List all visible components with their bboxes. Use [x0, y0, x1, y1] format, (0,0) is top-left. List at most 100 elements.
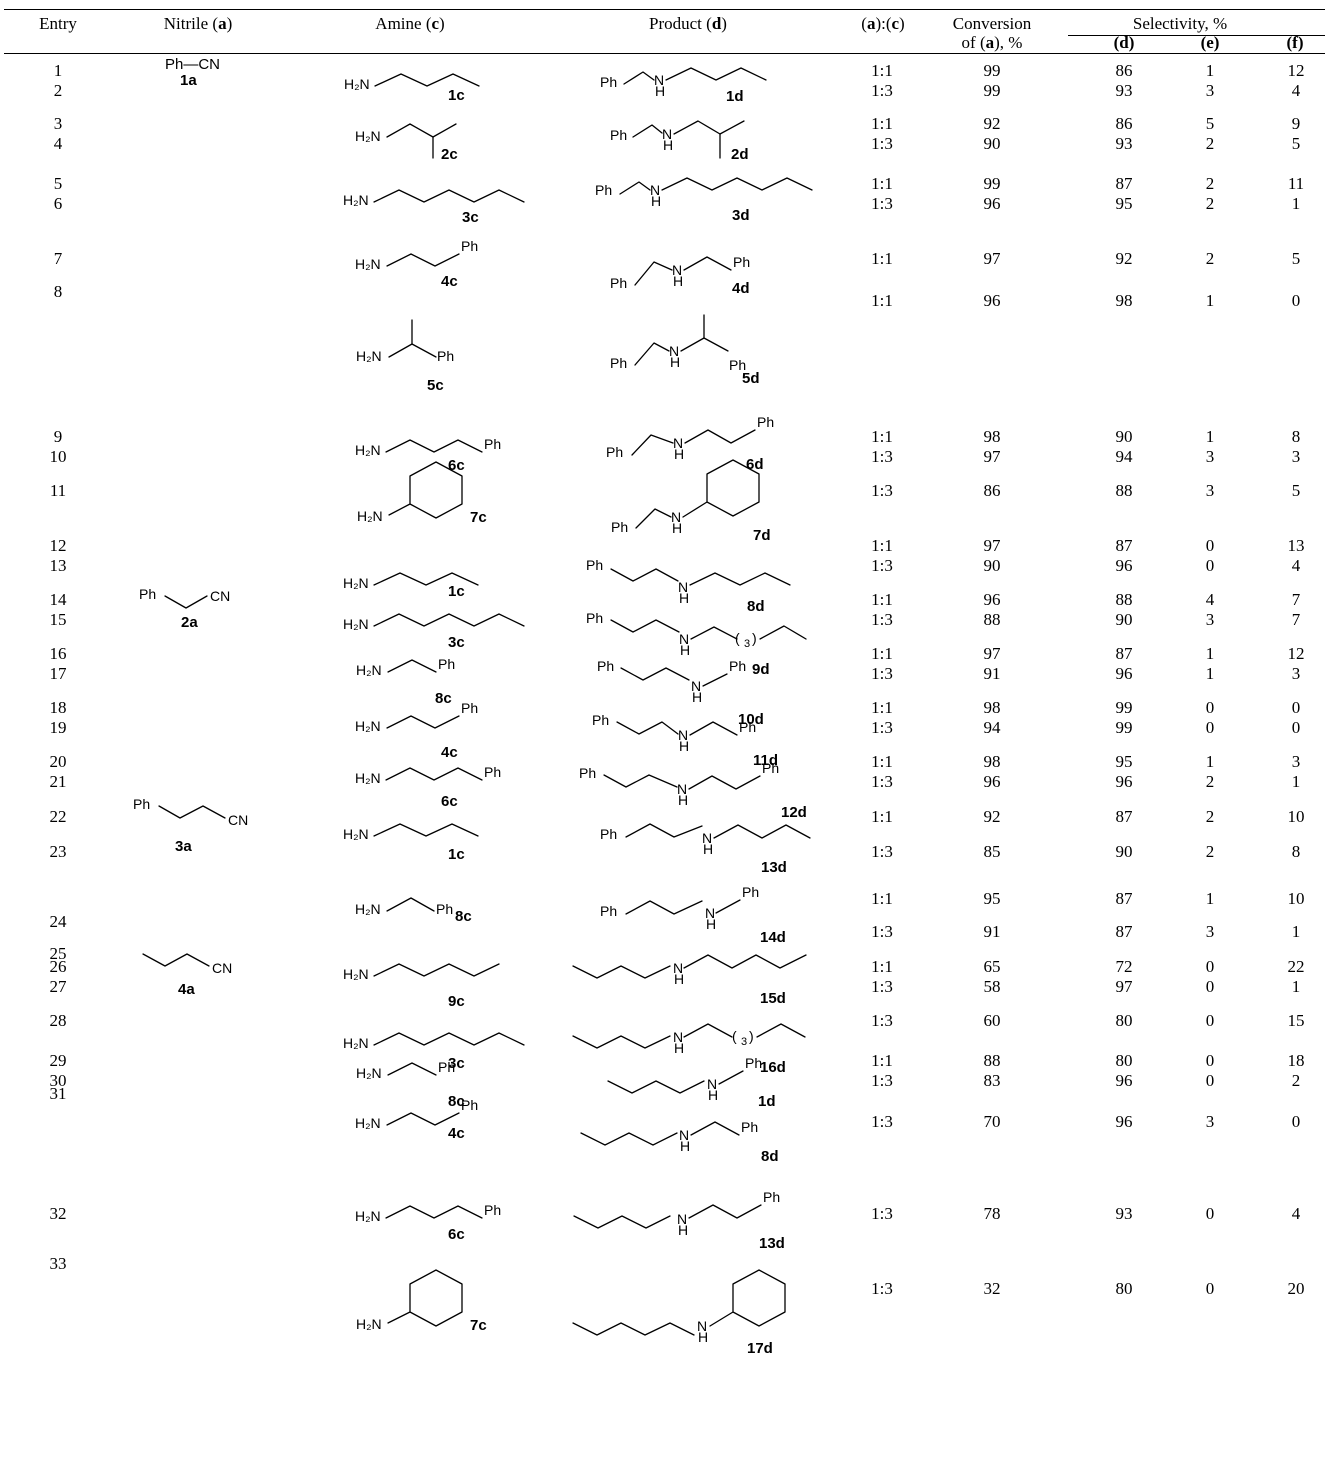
cell-d: 96 — [1115, 1071, 1133, 1090]
repeat-count: 3 — [744, 638, 751, 650]
phenyl-label: Ph — [461, 238, 479, 254]
amine-nh2-label: H₂N — [355, 901, 381, 917]
cell-d: 96 — [1115, 772, 1133, 791]
phenyl-label: Ph — [610, 127, 628, 143]
compound-label: 6c — [448, 1226, 465, 1243]
cell-ratio: 1:1 — [871, 752, 893, 771]
cell-f: 7 — [1291, 610, 1301, 629]
nitrogen-label: N — [650, 182, 661, 198]
product-right-chain — [665, 67, 767, 81]
cell-d: 80 — [1115, 1279, 1133, 1298]
cell-ratio: 1:1 — [871, 1051, 893, 1070]
hydrogen-label: H — [680, 1138, 691, 1154]
cell-conv: 99 — [983, 61, 1001, 80]
cell-f: 1 — [1291, 977, 1301, 996]
nitrogen-label: N — [678, 727, 689, 743]
product-right-chain — [684, 429, 756, 444]
cell-d: 80 — [1115, 1011, 1133, 1030]
hydrogen-label: H — [678, 792, 689, 808]
header-conversion-sub: of (a), % — [961, 33, 1023, 52]
cell-d: 93 — [1115, 81, 1133, 100]
product-left-chain — [610, 568, 679, 582]
cell-ratio: 1:1 — [871, 807, 893, 826]
cell-e: 3 — [1205, 1112, 1215, 1131]
product-left-chain — [616, 721, 679, 735]
amine-nh2-label: H₂N — [343, 192, 369, 208]
cell-conv: 99 — [983, 174, 1001, 193]
cell-ratio: 1:3 — [871, 447, 893, 466]
cell-e: 1 — [1205, 61, 1215, 80]
compound-label: 8d — [761, 1148, 779, 1165]
cell-e: 0 — [1205, 977, 1215, 996]
cell-f: 5 — [1291, 249, 1301, 268]
cell-conv: 96 — [983, 772, 1001, 791]
product-left-chain — [635, 508, 672, 529]
phenyl-label: Ph — [461, 1097, 479, 1113]
product-right-chain — [690, 626, 738, 640]
amine-chain — [387, 1062, 437, 1076]
cell-e: 4 — [1205, 590, 1215, 609]
cell-ratio: 1:3 — [871, 977, 893, 996]
cell-d: 80 — [1115, 1051, 1133, 1070]
cell-ratio: 1:3 — [871, 922, 893, 941]
cell-f: 9 — [1291, 114, 1301, 133]
amine-chain — [387, 659, 437, 673]
cell-conv: 94 — [983, 718, 1001, 737]
cell-ratio: 1:3 — [871, 664, 893, 683]
cell-conv: 96 — [983, 291, 1001, 310]
cell-f: 12 — [1287, 61, 1305, 80]
cell-e: 0 — [1205, 536, 1215, 555]
amine-chain — [386, 1112, 460, 1126]
cyclohexane-ring — [388, 461, 463, 519]
compound-label: 6c — [448, 457, 465, 474]
product-left-chain — [623, 71, 655, 85]
header-sel-f: (f) — [1286, 33, 1304, 52]
hydrogen-label: H — [673, 273, 684, 289]
compound-label: 9d — [752, 661, 770, 678]
product-right-chain — [680, 337, 729, 352]
phenyl-label: Ph — [484, 1202, 502, 1218]
amine-nh2-label: H₂N — [356, 1065, 382, 1081]
nitrogen-label: N — [707, 1076, 718, 1092]
amine-chain — [373, 613, 525, 627]
product-left-chain — [634, 342, 670, 366]
cell-ratio: 1:3 — [871, 194, 893, 213]
cell-entry: 31 — [49, 1084, 67, 1103]
cell-f: 7 — [1291, 590, 1301, 609]
cell-ratio: 1:1 — [871, 249, 893, 268]
cell-entry: 29 — [49, 1051, 67, 1070]
product-right-chain — [690, 1121, 740, 1136]
cell-ratio: 1:3 — [871, 842, 893, 861]
cell-f: 0 — [1291, 718, 1301, 737]
phenyl-label: Ph — [741, 1119, 759, 1135]
cell-conv: 65 — [983, 957, 1001, 976]
cell-f: 15 — [1287, 1011, 1305, 1030]
cell-e: 2 — [1205, 249, 1215, 268]
amine-chain — [373, 963, 500, 977]
cell-entry: 17 — [49, 664, 67, 683]
cell-d: 96 — [1115, 556, 1133, 575]
product-right-chain — [689, 572, 791, 586]
cell-e: 2 — [1205, 807, 1215, 826]
cell-conv: 99 — [983, 81, 1001, 100]
product-right-chain — [756, 1023, 806, 1038]
nitrogen-label: N — [705, 905, 716, 921]
cell-conv: 98 — [983, 698, 1001, 717]
compound-label: 7d — [753, 527, 771, 544]
compound-label: 5c — [427, 377, 444, 394]
product-right-chain — [689, 721, 738, 736]
amine-nh2-label: H₂N — [343, 1035, 369, 1051]
hydrogen-label: H — [680, 642, 691, 658]
compound-label: 16d — [760, 1059, 786, 1076]
nitrogen-label: N — [678, 579, 689, 595]
hydrogen-label: H — [703, 841, 714, 857]
amine-nh2-label: H₂N — [355, 442, 381, 458]
cell-conv: 91 — [983, 922, 1001, 941]
hydrogen-label: H — [706, 916, 717, 932]
cell-f: 4 — [1291, 81, 1301, 100]
product-left-chain — [573, 1215, 671, 1229]
cell-e: 5 — [1205, 114, 1215, 133]
compound-label: 3d — [732, 207, 750, 224]
product-right-chain — [715, 899, 741, 914]
compound-label: 1d — [758, 1093, 776, 1110]
